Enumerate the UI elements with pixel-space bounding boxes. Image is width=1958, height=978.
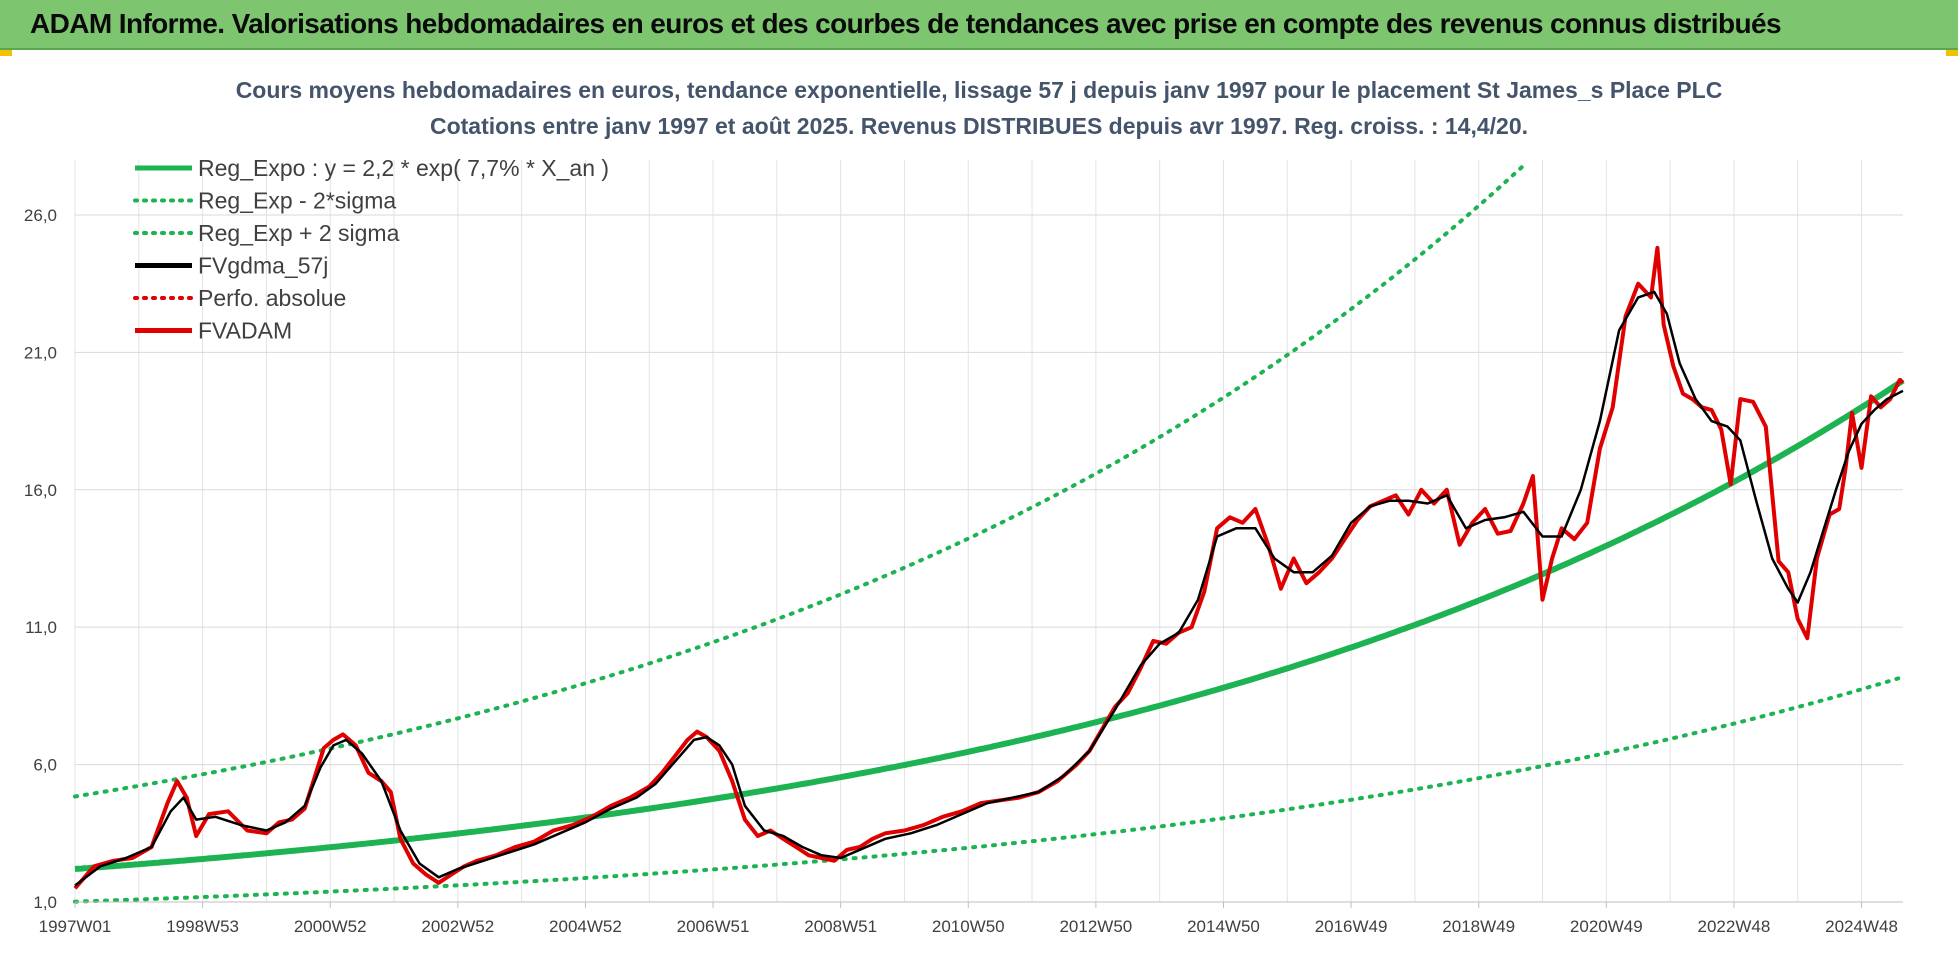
x-tick-label: 2022W48: [1698, 917, 1771, 936]
y-tick-label: 21,0: [24, 343, 57, 362]
reg-exp-plus-2sigma-line: [73, 160, 1529, 799]
chart-area: 1,0 6,0 11,0 16,0 21,0 26,0 1997W01 1998W53 2000…: [0, 52, 1958, 978]
x-tick-label: 2006W51: [677, 917, 750, 936]
corner-mark-right: [1946, 50, 1958, 56]
series-layer: [73, 160, 1905, 904]
x-tick-label: 2004W52: [549, 917, 622, 936]
reg-expo-line: [74, 377, 1905, 872]
y-tick-label: 11,0: [25, 618, 57, 637]
corner-mark-left: [0, 50, 12, 56]
x-tick-label: 2010W50: [932, 917, 1005, 936]
x-tick-label: 2012W50: [1059, 917, 1132, 936]
x-tick-label: 2016W49: [1315, 917, 1388, 936]
y-tick-label: 6,0: [33, 756, 57, 775]
x-tick-label: 2000W52: [294, 917, 367, 936]
legend-label: FVgdma_57j: [198, 253, 328, 279]
legend-label: Reg_Exp + 2 sigma: [198, 220, 400, 246]
y-tick-label: 26,0: [24, 206, 57, 225]
x-tick-label: 2014W50: [1187, 917, 1260, 936]
x-tick-label: 2020W49: [1570, 917, 1643, 936]
report-banner: ADAM Informe. Valorisations hebdomadaire…: [0, 0, 1958, 50]
chart-title-line-1: Cours moyens hebdomadaires en euros, ten…: [236, 77, 1723, 103]
axes: 1,0 6,0 11,0 16,0 21,0 26,0 1997W01 1998W53 2000…: [24, 206, 1903, 936]
fvadam-line: [73, 245, 1905, 890]
x-tick-label: 2002W52: [421, 917, 494, 936]
legend-label: Perfo. absolue: [198, 285, 346, 311]
legend-label: Reg_Exp - 2*sigma: [198, 188, 396, 214]
y-tick-label: 16,0: [24, 481, 57, 500]
report-title: ADAM Informe. Valorisations hebdomadaire…: [30, 8, 1782, 39]
x-tick-label: 1998W53: [166, 917, 239, 936]
legend-label: Reg_Expo : y = 2,2 * exp( 7,7% * X_an ): [198, 155, 609, 181]
x-tick-label: 2008W51: [804, 917, 877, 936]
legend-label: FVADAM: [198, 318, 292, 344]
chart-svg: 1,0 6,0 11,0 16,0 21,0 26,0 1997W01 1998W53 2000…: [24, 77, 1905, 936]
legend: Reg_Expo : y = 2,2 * exp( 7,7% * X_an ) R…: [133, 155, 609, 344]
grid: [74, 160, 1903, 903]
reg-exp-minus-2sigma-line: [73, 675, 1905, 904]
x-tick-label: 1997W01: [39, 917, 112, 936]
y-tick-label: 1,0: [33, 893, 57, 912]
x-tick-label: 2024W48: [1825, 917, 1898, 936]
x-tick-label: 2018W49: [1442, 917, 1515, 936]
fvgdma-57j-line: [74, 290, 1904, 887]
chart-title-line-2: Cotations entre janv 1997 et août 2025. …: [430, 113, 1528, 139]
